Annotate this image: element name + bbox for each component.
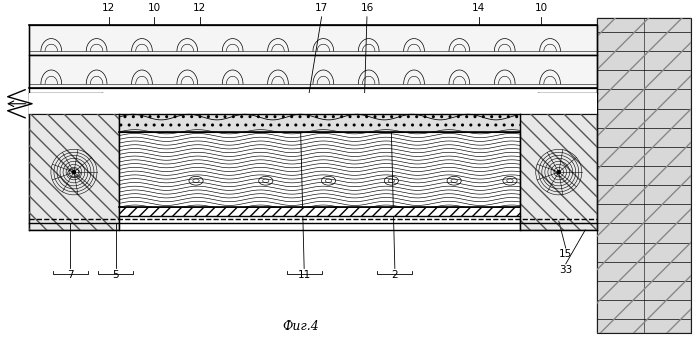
Text: 17: 17 xyxy=(315,2,329,13)
Text: 12: 12 xyxy=(193,2,206,13)
Bar xyxy=(597,18,691,333)
Bar xyxy=(29,55,597,88)
Text: 12: 12 xyxy=(102,2,115,13)
Text: 16: 16 xyxy=(360,2,373,13)
Bar xyxy=(597,18,691,333)
Bar xyxy=(29,114,120,230)
Bar xyxy=(120,207,521,216)
Bar xyxy=(120,114,521,132)
Text: 33: 33 xyxy=(559,265,572,275)
Ellipse shape xyxy=(557,171,560,174)
Ellipse shape xyxy=(73,171,75,174)
Text: 15: 15 xyxy=(559,249,572,259)
Text: 14: 14 xyxy=(472,2,485,13)
Bar xyxy=(29,25,597,55)
Bar xyxy=(120,132,521,207)
Text: 11: 11 xyxy=(298,270,311,280)
Bar xyxy=(521,114,597,230)
Bar xyxy=(29,93,597,114)
Bar xyxy=(521,114,597,230)
Text: Фиг.4: Фиг.4 xyxy=(282,320,319,333)
Bar xyxy=(29,114,120,230)
Text: 5: 5 xyxy=(113,270,119,280)
Text: 2: 2 xyxy=(391,270,398,280)
Text: 10: 10 xyxy=(535,2,548,13)
Text: 10: 10 xyxy=(147,2,161,13)
Text: 7: 7 xyxy=(67,270,74,280)
